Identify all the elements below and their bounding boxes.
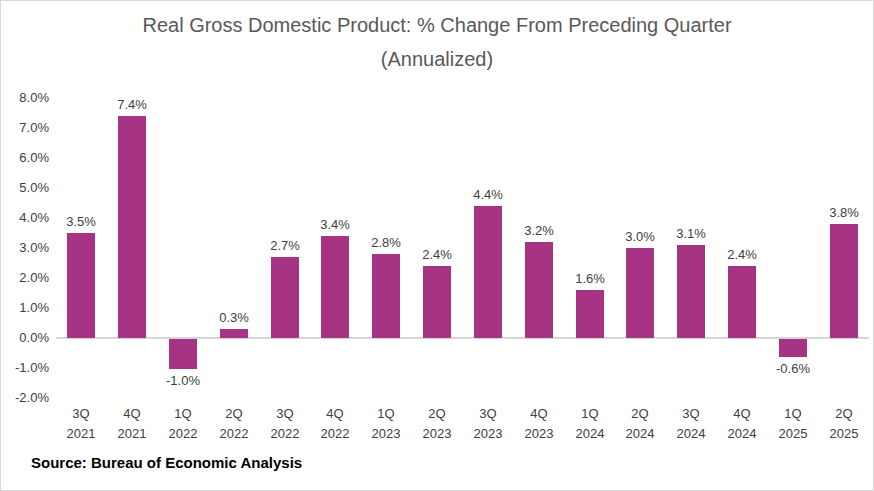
y-axis-tick-label: 6.0% [7, 150, 49, 166]
x-axis-label: 2Q 2025 [818, 404, 870, 444]
bar [423, 266, 451, 338]
bar [677, 245, 705, 338]
bar [779, 339, 807, 357]
bar [830, 224, 858, 338]
bar [372, 254, 400, 338]
x-axis-label: 2Q 2024 [614, 404, 666, 444]
bar [576, 290, 604, 338]
x-axis-label: 1Q 2025 [767, 404, 819, 444]
bar-value-label: 1.6% [560, 271, 620, 286]
y-axis-tick-label: -2.0% [7, 390, 49, 406]
y-axis-tick-label: 5.0% [7, 180, 49, 196]
bar-value-label: 2.4% [712, 247, 772, 262]
bar [169, 339, 197, 369]
bar-value-label: 7.4% [102, 97, 162, 112]
bar-value-label: -1.0% [153, 373, 213, 388]
x-axis-label: 1Q 2022 [157, 404, 209, 444]
bar-value-label: 3.8% [814, 205, 874, 220]
bar-value-label: 3.2% [509, 223, 569, 238]
bar-value-label: 3.5% [51, 214, 111, 229]
x-axis-label: 4Q 2023 [513, 404, 565, 444]
bar [271, 257, 299, 338]
x-axis-label: 4Q 2021 [106, 404, 158, 444]
y-axis-tick-label: 0.0% [7, 330, 49, 346]
y-axis-tick-label: -1.0% [7, 360, 49, 376]
bar-value-label: 3.4% [305, 217, 365, 232]
x-axis-label: 3Q 2021 [55, 404, 107, 444]
x-axis-label: 3Q 2024 [665, 404, 717, 444]
bar-value-label: 0.3% [204, 310, 264, 325]
source-note: Source: Bureau of Economic Analysis [31, 454, 302, 471]
x-axis-label: 1Q 2023 [360, 404, 412, 444]
bar [220, 329, 248, 338]
bar-value-label: 4.4% [458, 187, 518, 202]
x-axis-label: 2Q 2023 [411, 404, 463, 444]
x-axis-label: 4Q 2024 [716, 404, 768, 444]
y-axis-tick-label: 8.0% [7, 90, 49, 106]
y-axis-tick-label: 2.0% [7, 270, 49, 286]
x-axis-label: 2Q 2022 [208, 404, 260, 444]
plot-area: 8.0% 7.0% 6.0% 5.0% 4.0% 3.0% 2.0% 1.0% 0.0% -1.0… [1, 1, 873, 490]
bar [67, 233, 95, 338]
bar [728, 266, 756, 338]
bar [474, 206, 502, 338]
gdp-bar-chart: Real Gross Domestic Product: % Change Fr… [0, 0, 874, 491]
y-axis-tick-label: 4.0% [7, 210, 49, 226]
x-axis-label: 3Q 2023 [462, 404, 514, 444]
y-axis-tick-label: 3.0% [7, 240, 49, 256]
bar-value-label: 2.7% [255, 238, 315, 253]
x-axis-label: 4Q 2022 [309, 404, 361, 444]
bar [321, 236, 349, 338]
x-axis-label: 1Q 2024 [564, 404, 616, 444]
x-axis-label: 3Q 2022 [259, 404, 311, 444]
bar [525, 242, 553, 338]
bar-value-label: -0.6% [763, 361, 823, 376]
y-axis-tick-label: 1.0% [7, 300, 49, 316]
bar [118, 116, 146, 338]
y-axis-tick-label: 7.0% [7, 120, 49, 136]
bar-value-label: 3.1% [661, 226, 721, 241]
bar [626, 248, 654, 338]
bar-value-label: 2.4% [407, 247, 467, 262]
